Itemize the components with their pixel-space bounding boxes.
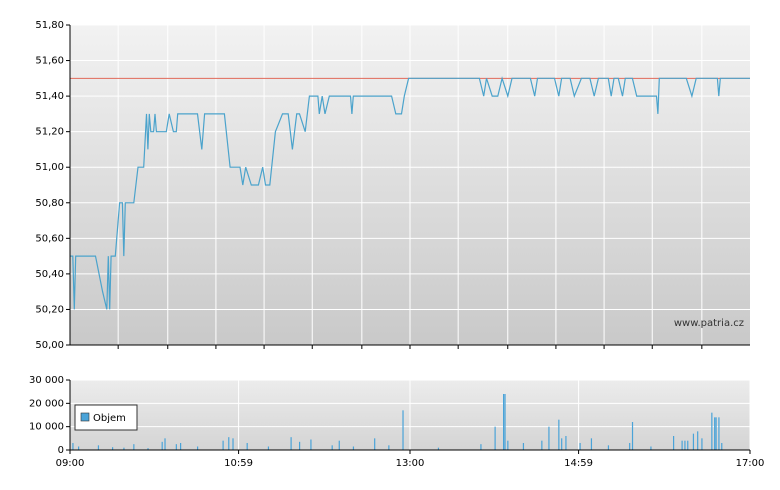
volume-bar bbox=[558, 419, 560, 450]
volume-bar bbox=[721, 443, 723, 450]
volume-bar bbox=[299, 441, 301, 450]
volume-bar bbox=[97, 445, 100, 450]
volume-bar bbox=[631, 422, 634, 450]
volume-bar bbox=[681, 440, 683, 450]
y-tick-label: 50,40 bbox=[35, 269, 64, 280]
volume-bar bbox=[522, 443, 525, 450]
volume-bar bbox=[687, 440, 689, 450]
volume-bar bbox=[565, 436, 567, 450]
volume-bar bbox=[711, 412, 713, 450]
volume-bar bbox=[504, 394, 506, 450]
legend: Objem bbox=[74, 404, 138, 431]
y-tick-label: 51,40 bbox=[35, 91, 64, 102]
volume-bar bbox=[310, 439, 312, 450]
volume-bar bbox=[374, 438, 376, 450]
volume-bar bbox=[684, 440, 686, 450]
y-tick-label: 51,80 bbox=[35, 20, 64, 31]
volume-bar bbox=[402, 410, 404, 450]
price-line bbox=[70, 76, 750, 310]
volume-bar bbox=[697, 431, 699, 450]
volume-bar bbox=[246, 443, 248, 450]
volume-bar bbox=[701, 438, 703, 450]
volume-bar bbox=[650, 446, 652, 450]
watermark: www.patria.cz bbox=[674, 318, 744, 329]
volume-bar bbox=[480, 444, 482, 450]
volume-bar bbox=[352, 446, 355, 450]
y-tick-label: 10 000 bbox=[29, 422, 64, 433]
volume-bar bbox=[112, 447, 114, 450]
x-tick-label: 13:00 bbox=[396, 458, 425, 469]
volume-bar bbox=[629, 443, 631, 450]
volume-bar bbox=[147, 448, 149, 450]
volume-bar bbox=[78, 446, 80, 450]
volume-bar bbox=[607, 445, 610, 450]
volume-bar bbox=[714, 417, 716, 450]
volume-bar bbox=[692, 433, 695, 450]
x-tick-label: 17:00 bbox=[736, 458, 765, 469]
y-tick-label: 0 bbox=[58, 445, 64, 456]
y-tick-label: 51,00 bbox=[35, 162, 64, 173]
volume-bar bbox=[561, 438, 563, 450]
volume-bar bbox=[133, 444, 135, 450]
volume-bar bbox=[718, 417, 720, 450]
y-tick-label: 50,00 bbox=[35, 340, 64, 351]
volume-bar bbox=[232, 438, 234, 450]
legend-swatch bbox=[80, 412, 90, 422]
y-tick-label: 50,60 bbox=[35, 233, 64, 244]
volume-bar bbox=[548, 426, 550, 450]
y-tick-label: 51,20 bbox=[35, 127, 64, 138]
y-tick-label: 51,60 bbox=[35, 56, 64, 67]
y-tick-label: 20 000 bbox=[29, 398, 64, 409]
volume-bar bbox=[579, 443, 581, 450]
x-tick-label: 14:59 bbox=[564, 458, 593, 469]
volume-bar bbox=[437, 447, 440, 450]
volume-bar bbox=[494, 426, 496, 450]
volume-bar bbox=[331, 445, 333, 450]
volume-bar bbox=[541, 440, 543, 450]
volume-bar bbox=[222, 440, 224, 450]
volume-bar bbox=[267, 446, 270, 450]
volume-bar bbox=[503, 394, 505, 450]
volume-bar bbox=[228, 437, 230, 450]
y-tick-label: 30 000 bbox=[29, 375, 64, 386]
legend-label: Objem bbox=[93, 413, 126, 424]
volume-bar bbox=[197, 446, 199, 450]
y-tick-label: 50,80 bbox=[35, 198, 64, 209]
y-tick-label: 50,20 bbox=[35, 304, 64, 315]
volume-bar bbox=[72, 443, 74, 450]
volume-bar bbox=[507, 440, 509, 450]
volume-bar bbox=[180, 443, 182, 450]
x-tick-label: 09:00 bbox=[56, 458, 85, 469]
x-tick-label: 10:59 bbox=[224, 458, 253, 469]
legend-box bbox=[74, 404, 138, 431]
volume-bar bbox=[161, 441, 163, 450]
volume-bar bbox=[164, 438, 166, 450]
volume-bar bbox=[175, 444, 177, 450]
volume-bar bbox=[590, 438, 593, 450]
volume-bar bbox=[290, 437, 292, 450]
volume-bar bbox=[388, 445, 390, 450]
volume-bar bbox=[338, 440, 340, 450]
volume-bar bbox=[123, 447, 125, 450]
volume-bar bbox=[715, 417, 717, 450]
volume-bar bbox=[673, 436, 675, 450]
